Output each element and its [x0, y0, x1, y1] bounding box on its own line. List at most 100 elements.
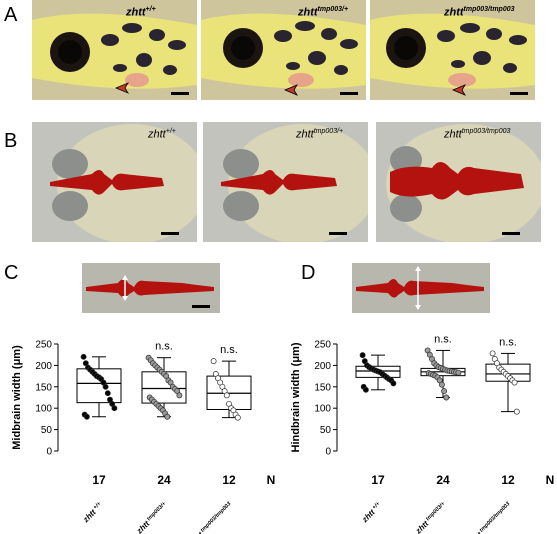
y-tick-label: 200 — [35, 361, 52, 372]
box-iqr — [355, 365, 401, 378]
n-value: 24 — [436, 473, 450, 487]
panel-label-a: A — [4, 4, 18, 26]
y-tick-label: 150 — [314, 382, 331, 393]
panel-label-c: C — [4, 262, 19, 284]
panel-d-inset — [352, 263, 490, 313]
x-category-label: zhtt tmp003/tmp003 — [467, 501, 514, 534]
box-iqr — [76, 368, 122, 404]
panel-a-label-1: zhtt+/+ — [126, 6, 156, 19]
scale-bar — [340, 92, 358, 95]
panel-label-d: D — [301, 262, 316, 284]
category-superscript: tmp003/+ — [424, 500, 447, 523]
scale-bar — [161, 232, 179, 235]
y-tick-label: 50 — [320, 425, 332, 436]
significance-label: n.s. — [155, 341, 173, 353]
n-header: N — [546, 473, 555, 487]
arrowhead-icon — [452, 84, 466, 96]
panel-a-label-3: zhtttmp003/tmp003 — [444, 6, 515, 19]
data-point — [441, 388, 448, 395]
scale-bar — [329, 232, 347, 235]
category-superscript: +/+ — [91, 500, 103, 512]
y-tick-label: 200 — [314, 361, 331, 372]
y-tick-label: 50 — [41, 425, 53, 436]
significance-label: n.s. — [220, 344, 238, 356]
panel-a-photo-2 — [201, 0, 366, 100]
panel-b-photo-3 — [376, 122, 541, 242]
data-point — [164, 413, 171, 420]
data-point — [80, 353, 87, 360]
category-superscript: tmp003/tmp003 — [478, 501, 512, 534]
data-point — [362, 386, 369, 393]
data-point — [443, 394, 450, 401]
y-axis-label: Midbrain width (μm) — [11, 345, 23, 450]
arrowhead-icon — [115, 82, 129, 94]
data-point — [83, 413, 90, 420]
panel-label-b: B — [4, 130, 18, 152]
panel-a-label-2: zhtttmp003/+ — [298, 6, 349, 19]
panel-a-photo-3 — [370, 0, 535, 100]
x-category-label: zhtt tmp003/tmp003 — [188, 501, 235, 534]
y-tick-label: 250 — [35, 340, 52, 351]
category-superscript: tmp003/+ — [145, 500, 168, 523]
category-base: zhtt — [467, 530, 484, 534]
data-point — [489, 350, 496, 357]
panel-c-inset — [82, 263, 220, 313]
n-value: 17 — [371, 473, 385, 487]
x-category-label: zhtt +/+ — [81, 500, 105, 524]
arrowhead-icon — [284, 84, 298, 96]
x-category-label: zhtt tmp003/+ — [134, 500, 170, 534]
brain-ventricle-image — [376, 122, 541, 242]
y-tick-label: 100 — [314, 404, 331, 415]
data-point — [102, 383, 109, 390]
brain-ventricle-image — [32, 122, 197, 242]
scale-bar — [502, 232, 520, 235]
panel-b-photo-2 — [203, 122, 368, 242]
y-tick-label: 0 — [325, 447, 331, 458]
panel-b-label-2: zhtttmp003/+ — [296, 128, 344, 141]
panel-b-label-1: zhtt+/+ — [148, 128, 176, 141]
data-point — [359, 352, 366, 359]
panel-b-label-3: zhtttmp003/tmp003 — [444, 128, 511, 141]
scale-bar — [171, 92, 189, 95]
brain-ventricle-image — [203, 122, 368, 242]
x-category-label: zhtt tmp003/+ — [413, 500, 449, 534]
larva-lateral-image — [32, 0, 197, 100]
n-header: N — [267, 473, 276, 487]
y-tick-label: 250 — [314, 340, 331, 351]
data-point — [513, 408, 520, 415]
midbrain-width-boxplot: 0 50 100 150 200 250 Midbrain width (μm) 17 zhtt… — [11, 340, 276, 534]
data-point — [234, 414, 241, 421]
panel-b-photo-1 — [32, 122, 197, 242]
x-category-label: zhtt +/+ — [360, 500, 384, 524]
data-point — [511, 379, 518, 386]
data-point — [223, 392, 230, 399]
n-value: 12 — [501, 473, 515, 487]
y-axis-label: Hindbrain width (μm) — [290, 342, 302, 452]
larva-lateral-image — [201, 0, 366, 100]
data-point — [111, 405, 118, 412]
larva-lateral-image — [370, 0, 535, 100]
n-value: 17 — [92, 473, 106, 487]
y-tick-label: 150 — [35, 382, 52, 393]
hindbrain-width-boxplot: 0 50 100 150 200 250 Hindbrain width (μm) 17 zht… — [290, 333, 555, 534]
panel-a-photo-1 — [32, 0, 197, 100]
significance-label: n.s. — [499, 336, 517, 348]
data-point — [104, 390, 111, 397]
n-value: 12 — [222, 473, 236, 487]
category-superscript: tmp003/tmp003 — [199, 501, 233, 534]
significance-label: n.s. — [434, 333, 452, 345]
category-base: zhtt — [188, 530, 205, 534]
data-point — [438, 381, 445, 388]
n-value: 24 — [157, 473, 171, 487]
data-point — [210, 358, 217, 365]
hindbrain-width-inset-image — [352, 263, 490, 313]
data-point — [455, 369, 462, 376]
midbrain-width-inset-image — [82, 263, 220, 313]
data-point — [390, 380, 397, 387]
category-superscript: +/+ — [370, 500, 382, 512]
y-tick-label: 0 — [46, 447, 52, 458]
scale-bar — [510, 92, 528, 95]
y-tick-label: 100 — [35, 404, 52, 415]
data-point — [176, 392, 183, 399]
box-iqr — [485, 363, 531, 382]
